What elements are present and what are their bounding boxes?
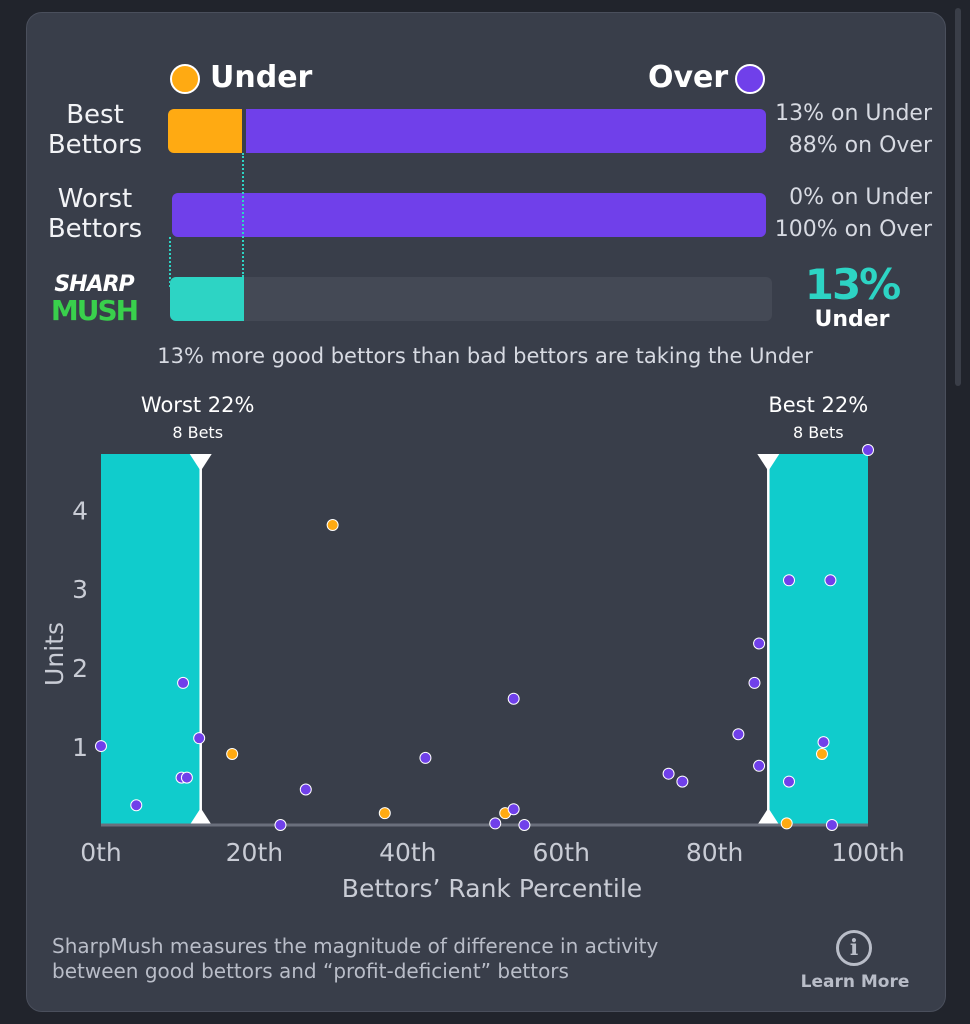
- under-point: [326, 519, 339, 532]
- over-point: [274, 819, 287, 831]
- over-point: [193, 732, 206, 745]
- best-zone-top-marker: [757, 454, 780, 471]
- under-point: [378, 807, 391, 820]
- y-tick-label: 2: [72, 654, 88, 683]
- over-point: [817, 736, 830, 749]
- sharpmush-fill: [170, 277, 244, 321]
- worst-zone: [101, 454, 201, 825]
- worst-zone-subtitle: 8 Bets: [172, 423, 223, 442]
- under-point: [226, 747, 239, 760]
- worst-over-bar: [172, 193, 766, 237]
- over-point: [507, 803, 520, 816]
- y-axis-label: Units: [40, 622, 69, 686]
- info-icon[interactable]: i: [836, 930, 872, 966]
- learn-more-link[interactable]: Learn More: [800, 972, 910, 992]
- x-tick-label: 0th: [80, 838, 122, 867]
- x-tick-label: 40th: [379, 838, 436, 867]
- over-point: [180, 771, 193, 784]
- over-point: [676, 775, 689, 788]
- sharpmush-track: [170, 277, 772, 321]
- over-point: [518, 819, 531, 831]
- over-point: [862, 444, 874, 457]
- over-point: [753, 759, 766, 772]
- over-point: [507, 692, 520, 705]
- x-tick-label: 20th: [226, 838, 283, 867]
- best-zone-bottom-marker: [757, 808, 780, 825]
- x-tick-label: 60th: [532, 838, 589, 867]
- over-point: [824, 574, 837, 587]
- over-legend-dot: [735, 64, 765, 94]
- over-legend-label: Over: [648, 60, 729, 95]
- sharpmush-side: Under: [814, 307, 890, 332]
- over-point: [177, 676, 190, 689]
- best-connector: [242, 153, 244, 277]
- over-point: [489, 817, 502, 830]
- x-axis-label: Bettors’ Rank Percentile: [342, 874, 642, 903]
- best-percentages: 13% on Under 88% on Over: [775, 101, 932, 158]
- under-point: [815, 747, 828, 760]
- footer-description: SharpMush measures the magnitude of diff…: [52, 934, 659, 983]
- over-point: [662, 767, 675, 780]
- over-point: [782, 574, 795, 587]
- over-point: [419, 751, 432, 764]
- x-tick-label: 100th: [831, 838, 904, 867]
- sharpmush-logo: SHARP MUSH: [50, 272, 139, 327]
- worst-zone-bottom-marker: [189, 808, 212, 825]
- sharpmush-value: 13%: [804, 260, 902, 309]
- x-tick-label: 80th: [686, 838, 743, 867]
- y-tick-label: 3: [72, 575, 88, 604]
- worst-zone-top-marker: [189, 454, 212, 471]
- worst-bettors-label: Worst Bettors: [47, 184, 143, 244]
- over-point: [748, 676, 761, 689]
- over-point: [130, 799, 143, 812]
- over-point: [753, 637, 766, 650]
- y-tick-label: 1: [72, 733, 88, 762]
- best-bettors-label: Best Bettors: [47, 100, 143, 160]
- worst-percentages: 0% on Under 100% on Over: [774, 185, 932, 242]
- over-point: [95, 740, 107, 753]
- best-over-bar: [246, 109, 766, 153]
- over-point: [782, 775, 795, 788]
- best-zone: [768, 454, 868, 825]
- best-zone-subtitle: 8 Bets: [793, 423, 844, 442]
- under-legend-label: Under: [210, 60, 313, 95]
- scrollbar[interactable]: [955, 8, 961, 386]
- best-zone-title: Best 22%: [768, 393, 868, 417]
- under-point: [780, 817, 793, 830]
- under-legend-dot: [170, 64, 200, 94]
- worst-connector: [169, 237, 171, 287]
- over-point: [732, 728, 745, 741]
- over-point: [825, 819, 838, 831]
- y-tick-label: 4: [72, 496, 88, 525]
- sharpmush-summary: 13% more good bettors than bad bettors a…: [157, 344, 813, 368]
- over-point: [299, 783, 312, 796]
- worst-zone-title: Worst 22%: [141, 393, 255, 417]
- best-under-bar: [168, 109, 242, 153]
